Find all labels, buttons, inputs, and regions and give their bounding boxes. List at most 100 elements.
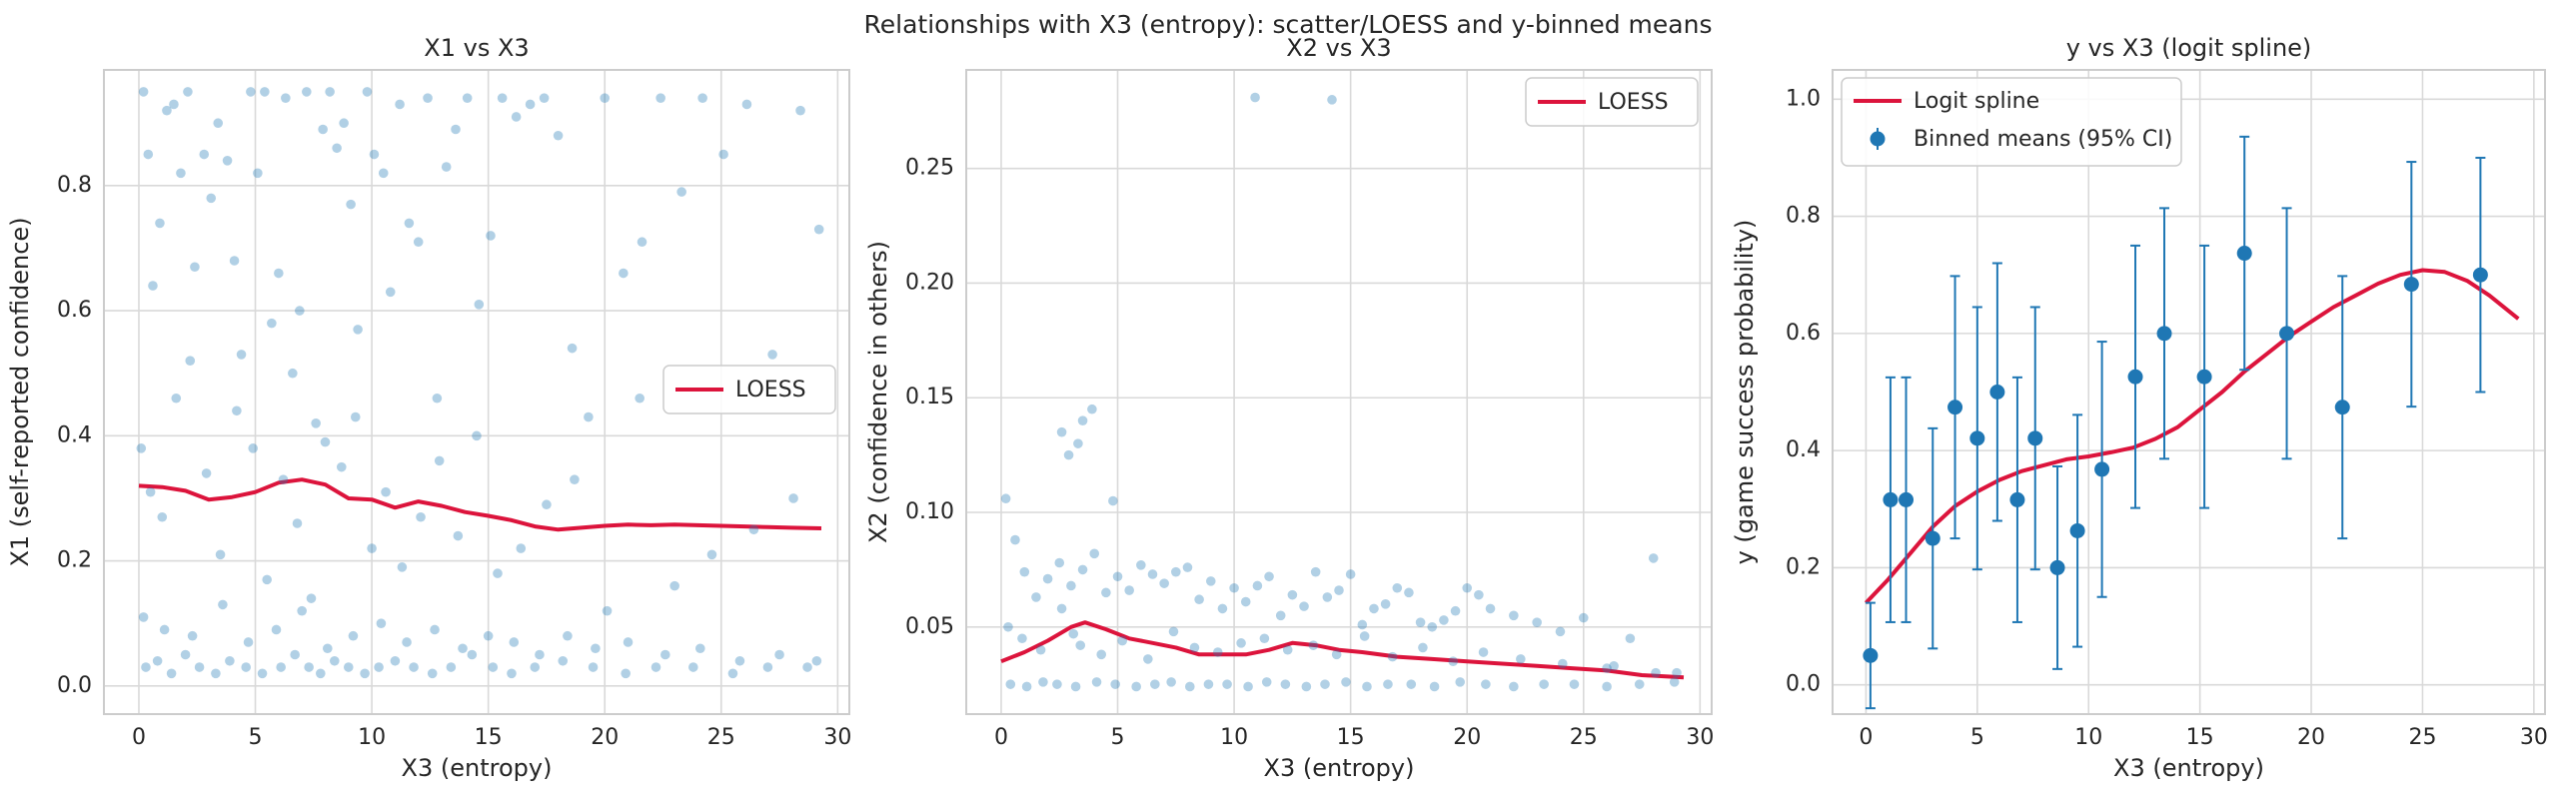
scatter-point [416, 511, 426, 522]
scatter-point [1578, 612, 1589, 623]
scatter-point [1066, 580, 1076, 591]
binned-mean-point [2009, 491, 2025, 507]
scatter-point [511, 112, 522, 122]
scatter-point [458, 643, 468, 654]
scatter-point [1252, 580, 1263, 591]
scatter-point [660, 649, 670, 660]
scatter-point [159, 624, 170, 635]
scatter-point [143, 149, 154, 160]
scatter-point [432, 393, 443, 404]
scatter-point [222, 156, 233, 166]
x-tick-label: 30 [1686, 725, 1714, 750]
y-tick-label: 0.4 [57, 422, 92, 447]
y-axis-label: X1 (self-reported confidence) [6, 217, 34, 566]
x-tick-label: 25 [1570, 725, 1598, 750]
scatter-point [1387, 651, 1398, 662]
y-tick-label: 0.0 [1786, 672, 1821, 697]
scatter-point [180, 649, 191, 660]
scatter-point [427, 668, 438, 679]
scatter-point [1406, 679, 1417, 689]
scatter-point [602, 605, 613, 616]
scatter-point [323, 643, 333, 654]
x-tick-label: 15 [475, 725, 503, 750]
scatter-point [1021, 681, 1032, 692]
scatter-point [1455, 677, 1466, 687]
scatter-point [637, 237, 647, 248]
scatter-point [451, 124, 461, 135]
scatter-point [748, 524, 759, 535]
scatter-point [332, 143, 342, 154]
binned-mean-point [1947, 400, 1963, 415]
scatter-point [236, 350, 247, 360]
scatter-point [1672, 667, 1682, 678]
x-tick-label: 10 [2074, 725, 2102, 750]
scatter-point [243, 637, 254, 647]
scatter-point [1131, 681, 1141, 692]
scatter-point [176, 168, 186, 179]
scatter-points [136, 87, 824, 679]
scatter-point [1450, 605, 1461, 616]
scatter-point [1182, 562, 1193, 572]
scatter-point [1108, 495, 1118, 506]
scatter-point [171, 393, 182, 404]
scatter-point [1091, 677, 1102, 687]
scatter-point [336, 461, 347, 472]
scatter-point [1418, 642, 1428, 653]
scatter-point [453, 530, 464, 541]
y-tick-label: 0.8 [57, 173, 92, 198]
scatter-point [802, 662, 812, 672]
panel-title: X1 vs X3 [424, 34, 529, 62]
scatter-point [404, 218, 415, 229]
scatter-point [774, 649, 784, 660]
x-tick-label: 5 [1970, 725, 1984, 750]
scatter-point [1056, 426, 1067, 437]
x-axis-label: X3 (entropy) [402, 754, 553, 782]
scatter-point [241, 662, 252, 672]
scatter-point [138, 612, 149, 622]
scatter-point [1063, 449, 1074, 460]
scatter-point [462, 93, 473, 103]
scatter-point [650, 662, 661, 672]
scatter-point [1031, 592, 1041, 602]
scatter-point [1171, 566, 1181, 577]
scatter-point [535, 649, 545, 660]
scatter-point [1166, 677, 1176, 687]
scatter-point [1516, 654, 1526, 664]
scatter-point [1042, 573, 1053, 584]
scatter-point [1380, 599, 1391, 609]
plot-frame [103, 69, 850, 715]
panel-title: y vs X3 (logit spline) [2066, 34, 2312, 62]
scatter-point [157, 511, 168, 522]
scatter-points [1000, 92, 1682, 692]
scatter-point [276, 662, 286, 672]
binned-mean-point [2094, 461, 2110, 477]
scatter-point [1669, 677, 1680, 687]
scatter-point [1010, 534, 1020, 545]
scatter-point [246, 87, 256, 97]
scatter-point [1448, 656, 1459, 667]
scatter-point [213, 118, 224, 129]
scatter-point [311, 418, 321, 428]
scatter-point [1017, 633, 1027, 644]
x-tick-label: 25 [2408, 725, 2436, 750]
scatter-point [367, 543, 377, 553]
figure-suptitle: Relationships with X3 (entropy): scatter… [863, 10, 1713, 39]
scatter-point [413, 237, 424, 248]
scatter-point [1569, 679, 1580, 689]
scatter-point [1222, 679, 1232, 689]
scatter-point [1634, 679, 1645, 689]
scatter-point [278, 474, 289, 484]
legend-box [662, 365, 836, 414]
scatter-point [493, 568, 503, 578]
scatter-point [325, 87, 335, 97]
x-tick-label: 10 [1220, 725, 1248, 750]
scatter-point [211, 668, 221, 679]
scatter-point [190, 262, 200, 273]
scatter-point [727, 668, 738, 679]
scatter-point [402, 637, 412, 647]
scatter-point [1264, 571, 1274, 582]
scatter-point [145, 486, 156, 497]
scatter-point [1089, 548, 1100, 559]
y-tick-label: 0.10 [905, 499, 954, 524]
scatter-point [1000, 493, 1011, 504]
